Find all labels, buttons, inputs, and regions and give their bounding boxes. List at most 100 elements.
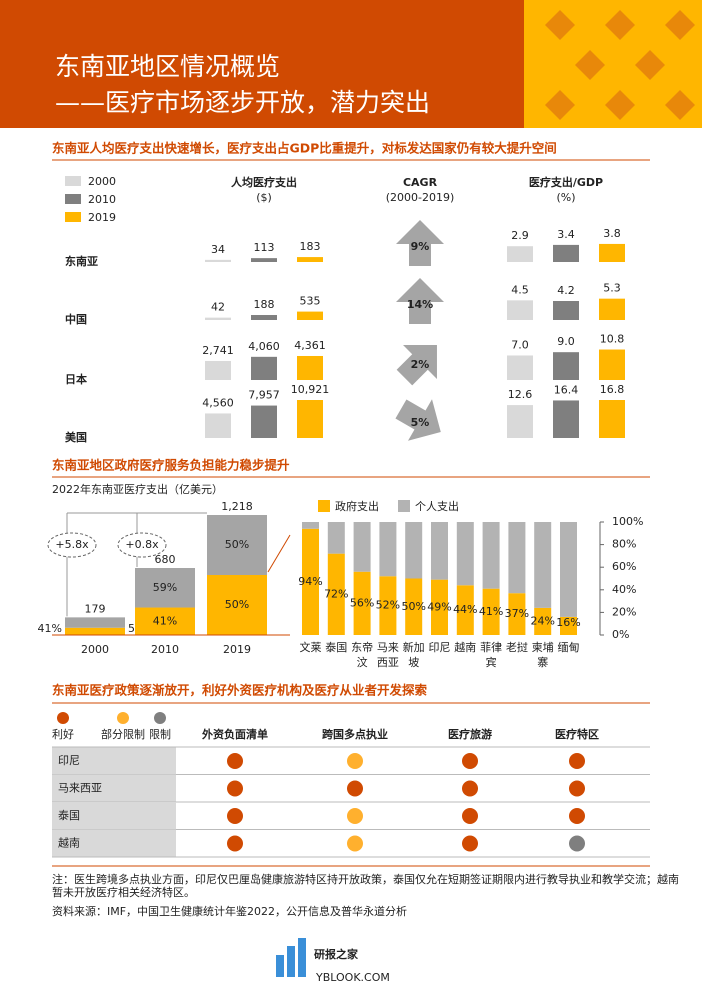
stacked-segment <box>207 515 267 575</box>
chart-title: 2022年东南亚医疗支出（亿美元） <box>52 482 223 496</box>
x-tick-label: 柬埔寨 <box>532 641 554 669</box>
y-tick-label: 0% <box>612 628 629 641</box>
bar <box>297 400 323 438</box>
panel-title: CAGR <box>403 176 438 189</box>
stacked-segment <box>560 616 577 635</box>
column-header: 外资负面清单 <box>201 727 268 741</box>
stacked-segment <box>327 553 345 635</box>
value-label: 16.8 <box>600 383 625 396</box>
cagr-arrow <box>395 399 441 441</box>
stacked-segment <box>135 607 195 635</box>
panel-title: 人均医疗支出 <box>231 175 297 189</box>
bar <box>205 259 231 262</box>
stacked-segment <box>482 588 500 635</box>
status-dot <box>569 780 585 797</box>
stacked-segment <box>65 617 125 628</box>
segment-label: 41% <box>153 614 177 627</box>
row-label: 中国 <box>65 312 87 326</box>
legend-swatch <box>398 500 410 512</box>
bar <box>553 352 579 380</box>
stacked-segment <box>353 571 371 635</box>
row-header-bg <box>52 802 176 829</box>
bar <box>205 413 231 438</box>
value-label: 7,957 <box>248 389 280 402</box>
stacked-segment <box>534 522 552 608</box>
bar <box>599 400 625 438</box>
value-label: 4.5 <box>511 283 529 296</box>
segment-label: 52% <box>376 599 400 612</box>
value-label: 42 <box>211 301 225 314</box>
segment-label: 50% <box>225 598 249 611</box>
segment-label: 37% <box>505 607 529 620</box>
stacked-segment <box>508 522 526 594</box>
bar <box>599 298 625 320</box>
section-title: 东南亚医疗政策逐渐放开，利好外资医疗机构及医疗从业者开发探索 <box>52 683 428 698</box>
value-label: 188 <box>254 298 275 311</box>
row-label: 日本 <box>65 372 87 386</box>
value-label: 7.0 <box>511 338 529 351</box>
stacked-segment <box>431 579 448 635</box>
row-label: 美国 <box>65 430 87 444</box>
legend-label: 利好 <box>52 727 74 741</box>
connector <box>267 534 291 573</box>
row-label: 东南亚 <box>65 254 98 268</box>
stacked-segment <box>207 575 267 635</box>
value-label: 12.6 <box>508 388 533 401</box>
header-band <box>0 0 524 128</box>
stacked-segment <box>327 522 345 554</box>
segment-label: 16% <box>556 616 580 629</box>
segment-label: 44% <box>453 603 477 616</box>
value-label: 3.8 <box>603 227 621 240</box>
bar <box>251 405 277 438</box>
column-header: 医疗旅游 <box>448 727 492 741</box>
x-tick-label: 印尼 <box>429 641 451 654</box>
growth-bubble <box>117 532 167 558</box>
bar <box>507 405 533 438</box>
row-header-bg <box>52 829 176 857</box>
bar <box>251 258 277 262</box>
bar <box>297 257 323 262</box>
stacked-segment <box>508 593 526 635</box>
y-tick-label: 80% <box>612 538 636 551</box>
bar <box>599 243 625 262</box>
cagr-label: 14% <box>407 298 433 311</box>
segment-label: 49% <box>427 600 451 613</box>
stacked-segment <box>302 522 319 529</box>
bar <box>553 301 579 320</box>
page-subtitle: ——医疗市场逐步开放，潜力突出 <box>55 88 430 117</box>
value-label: 2,741 <box>202 344 234 357</box>
x-tick-label: 马来西亚 <box>377 641 399 669</box>
stacked-segment <box>482 522 500 589</box>
total-label: 680 <box>155 553 176 566</box>
legend-label: 个人支出 <box>415 499 459 513</box>
cagr-label: 5% <box>411 416 430 429</box>
legend-label: 2010 <box>88 193 116 206</box>
watermark: 研报之家 <box>314 947 359 961</box>
pattern-motifs <box>545 10 695 120</box>
x-tick-label: 泰国 <box>325 640 347 654</box>
page-title: 东南亚地区情况概览 <box>55 52 280 81</box>
status-dot <box>569 753 585 769</box>
row-label: 印尼 <box>58 754 80 767</box>
y-tick-label: 20% <box>612 605 636 618</box>
legend-label: 2000 <box>88 175 116 188</box>
x-tick-label: 2019 <box>223 643 251 656</box>
status-dot <box>227 808 243 824</box>
legend-dot <box>117 712 129 724</box>
legend-label: 部分限制 <box>101 727 145 741</box>
legend-label: 政府支出 <box>335 499 379 513</box>
value-label: 3.4 <box>557 228 575 241</box>
bar <box>205 360 231 380</box>
bar <box>251 315 277 320</box>
x-tick-label: 老挝 <box>506 640 528 654</box>
cagr-label: 2% <box>411 358 430 371</box>
segment-label: 56% <box>350 596 374 609</box>
legend-dot <box>154 712 166 724</box>
stacked-segment <box>379 522 397 577</box>
x-tick-label: 文莱 <box>300 640 322 654</box>
growth-label: +5.8x <box>55 538 89 551</box>
stacked-segment <box>456 522 474 586</box>
segment-label: 50% <box>401 600 425 613</box>
